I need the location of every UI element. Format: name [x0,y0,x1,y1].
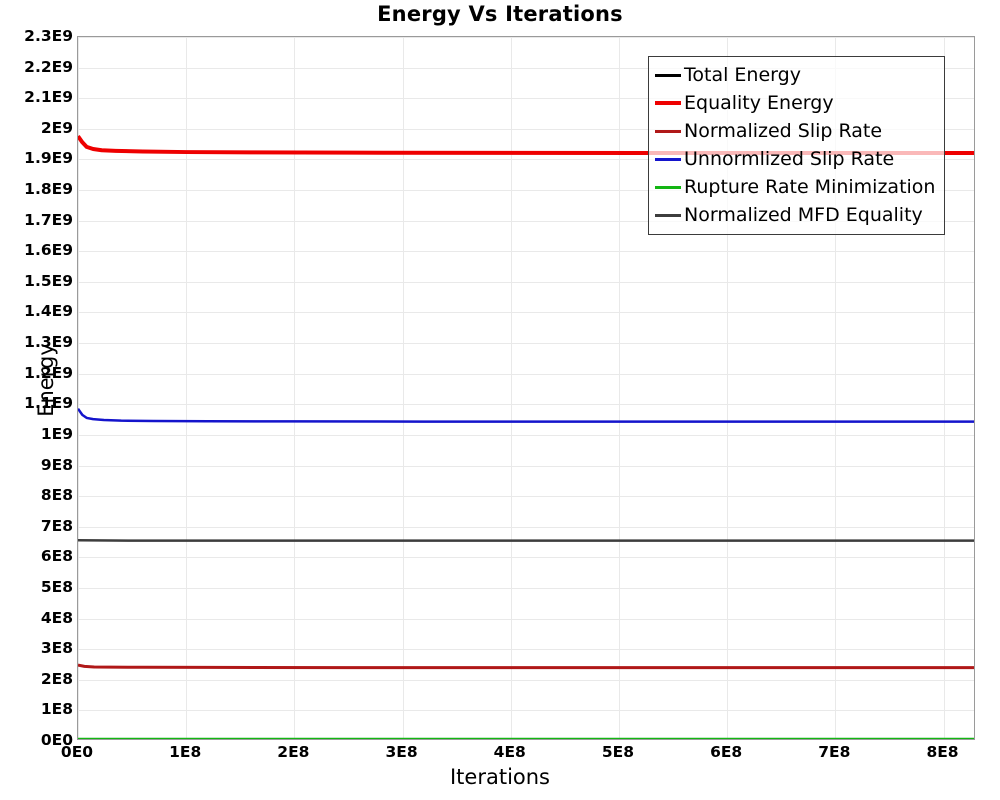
y-tick-label: 6E8 [40,547,73,566]
legend-item-label: Equality Energy [684,91,834,114]
chart-title: Energy Vs Iterations [377,2,623,26]
gridline-horizontal [78,129,974,130]
gridline-vertical [944,37,945,739]
gridline-horizontal [78,404,974,405]
legend-color-swatch [655,213,681,217]
series-line [78,135,974,155]
gridline-horizontal [78,435,974,436]
gridline-horizontal [78,190,974,191]
y-tick-label: 8E8 [40,486,73,505]
legend-item-label: Normalized MFD Equality [684,203,923,226]
legend-item[interactable]: Equality Energy [655,89,938,117]
x-tick-label: 1E8 [169,743,202,761]
y-tick-label: 1.2E9 [24,363,73,382]
chart-legend[interactable]: Total Energy Equality Energy Normalized Sl… [648,56,945,235]
y-tick-label: 1.6E9 [24,241,73,260]
gridline-horizontal [78,68,974,69]
legend-color-swatch [655,157,681,161]
y-tick-label: 1E9 [40,424,73,443]
y-tick-label: 0E0 [40,731,73,749]
gridline-vertical [78,37,79,739]
y-tick-label: 1.5E9 [24,271,73,290]
gridline-horizontal [78,98,974,99]
y-tick-label: 4E8 [40,608,73,627]
legend-item-label: Normalized Slip Rate [684,119,883,142]
legend-color-swatch [655,101,681,105]
gridline-vertical [619,37,620,739]
legend-color-swatch [655,129,681,133]
series-lines [78,135,974,739]
y-tick-label: 1.9E9 [24,149,73,168]
gridline-horizontal [78,496,974,497]
y-tick-label: 1E8 [40,700,73,719]
legend-item[interactable]: Normalized Slip Rate [655,117,938,145]
legend-item[interactable]: Unnormlized Slip Rate [655,145,938,173]
gridline-horizontal [78,680,974,681]
legend-item-label: Unnormlized Slip Rate [684,147,895,170]
legend-item-label: Total Energy [684,63,801,86]
series-line [78,663,974,670]
legend-item-label: Rupture Rate Minimization [684,175,936,198]
gridline-horizontal [78,159,974,160]
gridline-horizontal [78,710,974,711]
gridline-horizontal [78,37,974,38]
x-tick-label: 7E8 [818,743,851,761]
gridline-vertical [403,37,404,739]
y-tick-label: 9E8 [40,455,73,474]
y-tick-label: 2.2E9 [24,57,73,76]
y-tick-label: 7E8 [40,516,73,535]
gridline-horizontal [78,619,974,620]
x-tick-label: 0E0 [60,743,94,761]
y-tick-label: 1.4E9 [24,302,73,321]
legend-color-swatch [655,185,681,189]
y-tick-label: 2E9 [40,118,73,137]
y-tick-label: 2.1E9 [24,88,73,107]
x-tick-label: 6E8 [710,743,743,761]
gridline-horizontal [78,251,974,252]
y-tick-label: 3E8 [40,639,73,658]
x-tick-label: 4E8 [493,743,526,761]
gridline-horizontal [78,312,974,313]
x-tick-label: 8E8 [926,743,959,761]
y-tick-label: 1.3E9 [24,333,73,352]
gridline-horizontal [78,557,974,558]
legend-item[interactable]: Normalized MFD Equality [655,201,938,229]
gridline-horizontal [78,343,974,344]
legend-color-swatch [655,73,681,77]
gridline-horizontal [78,221,974,222]
gridline-horizontal [78,374,974,375]
y-tick-label: 2E8 [40,669,73,688]
y-axis-label: Energy [34,343,58,417]
y-tick-label: 2.3E9 [24,27,73,45]
legend-item[interactable]: Rupture Rate Minimization [655,173,938,201]
gridline-vertical [186,37,187,739]
y-tick-label: 1.1E9 [24,394,73,413]
legend-item[interactable]: Total Energy [655,61,938,89]
gridline-horizontal [78,282,974,283]
gridline-horizontal [78,466,974,467]
x-tick-label: 2E8 [277,743,310,761]
gridline-vertical [835,37,836,739]
gridline-vertical [294,37,295,739]
x-tick-label: 3E8 [385,743,418,761]
gridline-vertical [727,37,728,739]
x-tick-label: 5E8 [601,743,635,761]
gridline-horizontal [78,527,974,528]
y-tick-label: 1.8E9 [24,180,73,199]
gridline-horizontal [78,588,974,589]
gridline-vertical [511,37,512,739]
gridline-horizontal [78,649,974,650]
series-line [78,408,974,423]
y-tick-label: 5E8 [40,577,73,596]
y-tick-label: 1.7E9 [24,210,73,229]
y-axis-tick-labels: 0E0 1E8 2E8 3E8 4E8 5E8 6E8 7E8 8E8 9E8 1E9 1.1E9 1.… [0,27,73,749]
x-axis-tick-labels: 0E0 1E8 2E8 3E8 4E8 5E8 6E8 7E8 8E8 [61,741,975,769]
x-axis-label: Iterations [449,765,551,789]
